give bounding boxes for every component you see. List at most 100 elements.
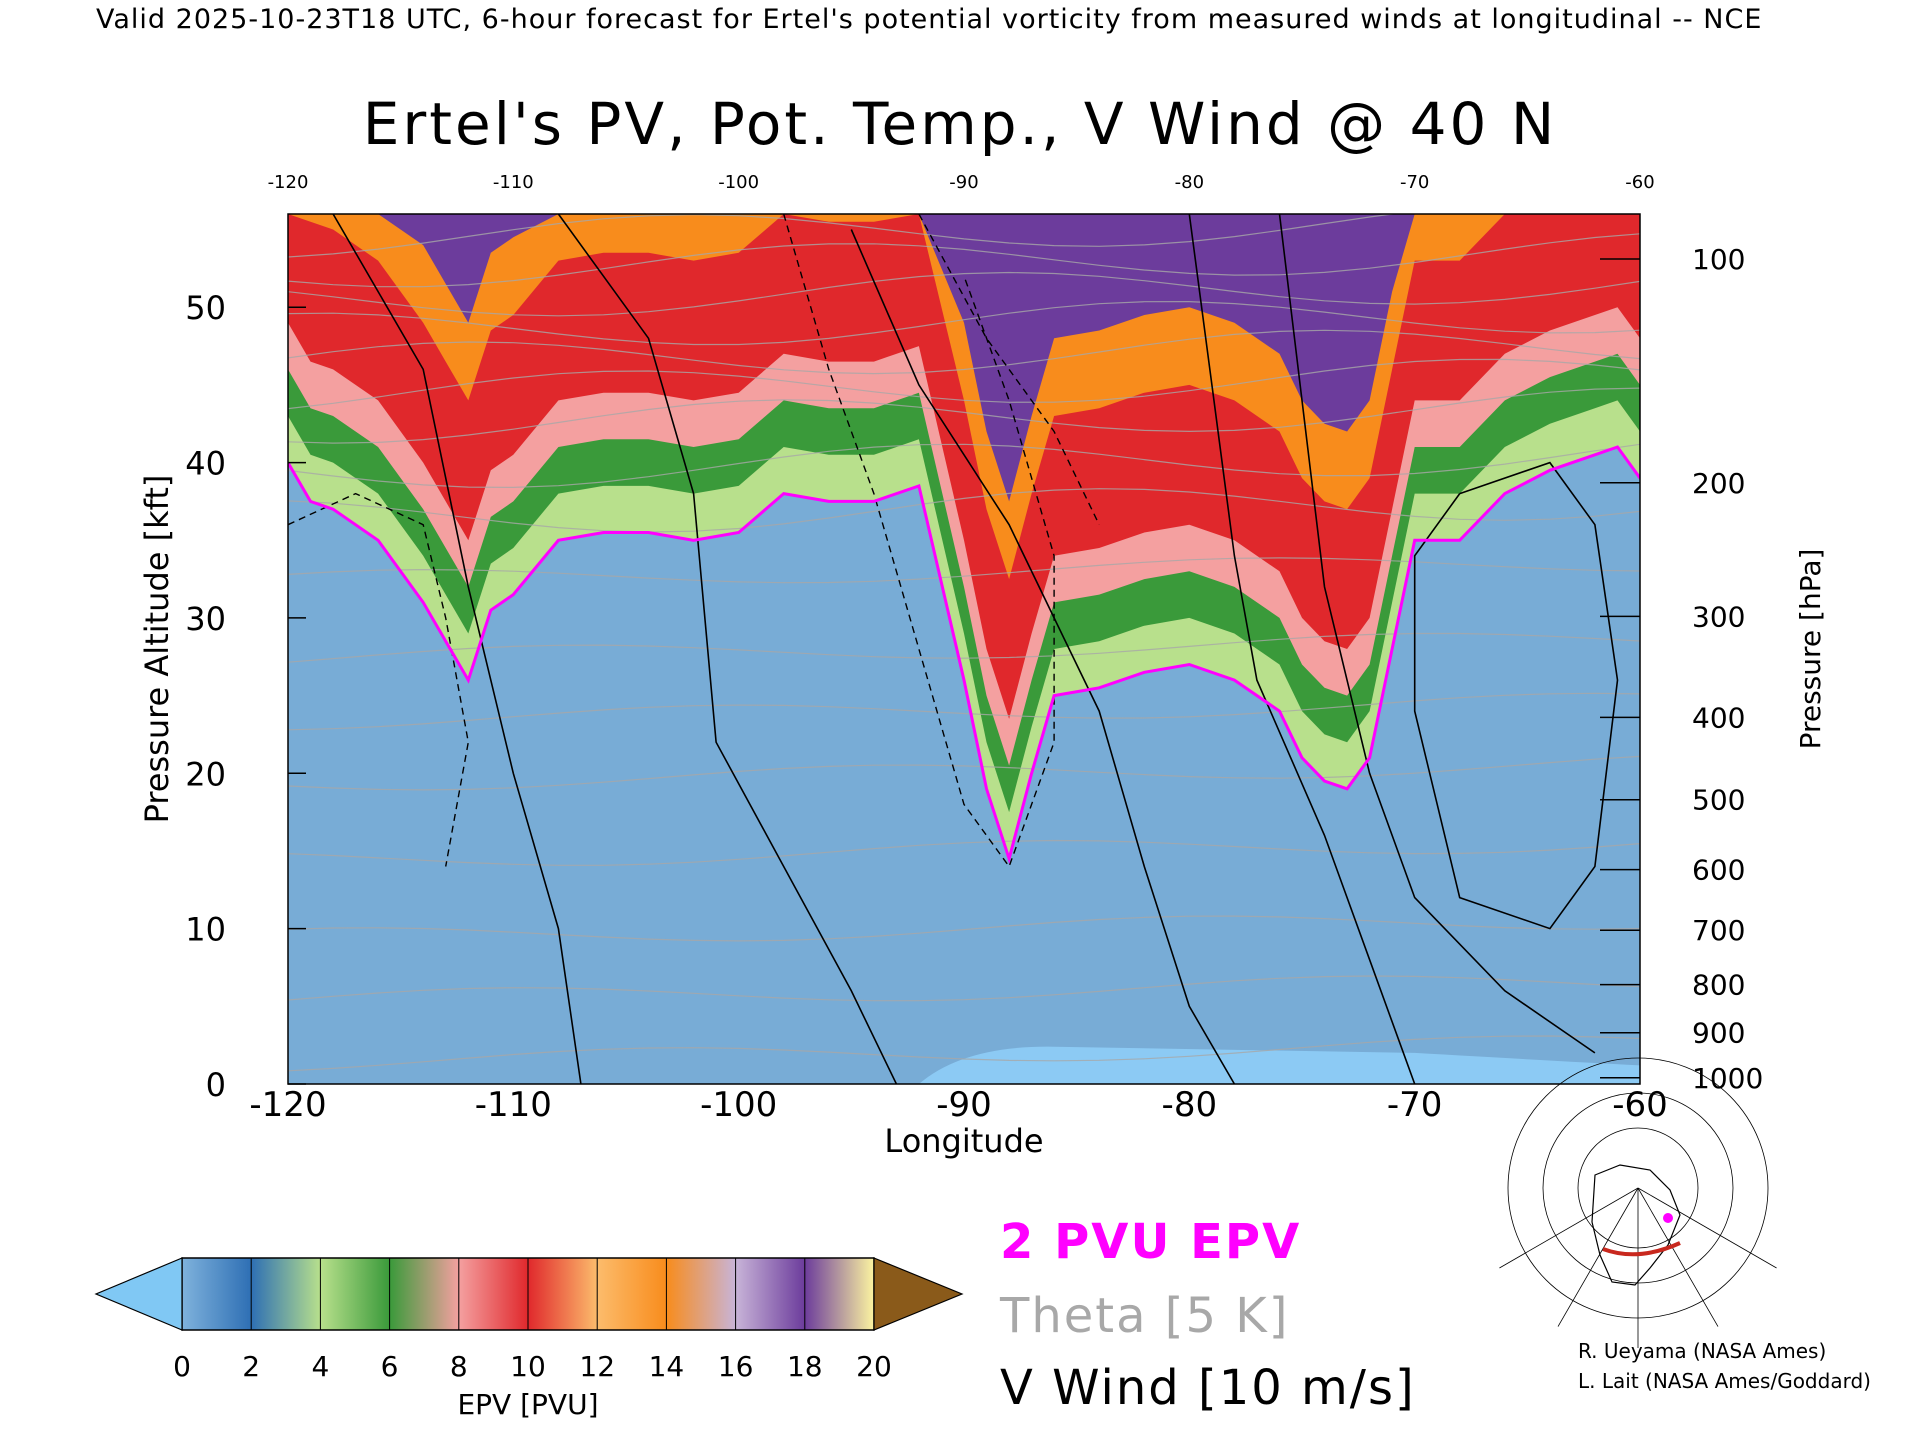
pressure-tick-label: 1000	[1692, 1062, 1763, 1095]
tropopause-2pvu-line	[288, 445, 1640, 865]
pv-band-9	[288, 214, 1640, 719]
x-tick-label: -120	[249, 1085, 326, 1125]
vwind-contour	[332, 214, 582, 1084]
y-tick-label: 30	[185, 600, 226, 638]
top-x-tick-label: -90	[949, 172, 978, 193]
theta-contour	[288, 692, 1640, 731]
vwind-contour-negative	[783, 214, 1055, 868]
theta-contour	[288, 233, 1640, 288]
y-axis-label-right: Pressure [hPa]	[1794, 549, 1827, 750]
x-tick-label: -70	[1387, 1085, 1443, 1125]
x-tick-label: -110	[475, 1085, 552, 1125]
colorbar-tick-label: 20	[856, 1350, 892, 1383]
y-axis-label-left: Pressure Altitude [kft]	[138, 475, 176, 824]
theta-contour	[288, 214, 1398, 258]
top-x-tick-label: -70	[1400, 172, 1429, 193]
pressure-tick-label: 200	[1692, 467, 1745, 500]
x-axis-label: Longitude	[884, 1122, 1043, 1160]
y-tick-label: 0	[206, 1066, 226, 1104]
pressure-tick-label: 400	[1692, 701, 1745, 734]
vwind-contour-negative	[288, 492, 470, 867]
vwind-contour	[1188, 214, 1416, 1084]
legend-pv-line: 2 PVU EPV	[1000, 1214, 1302, 1270]
y-tick-label: 10	[185, 911, 226, 949]
legend-vwind: V Wind [10 m/s]	[1000, 1360, 1416, 1416]
credits: R. Ueyama (NASA Ames) L. Lait (NASA Ames…	[1578, 1336, 1871, 1396]
forecast-header: Valid 2025-10-23T18 UTC, 6-hour forecast…	[96, 4, 1763, 35]
top-x-tick-label: -110	[493, 172, 534, 193]
colorbar-tick-label: 6	[381, 1350, 399, 1383]
vwind-contour	[1413, 461, 1619, 930]
pv-band-3	[288, 214, 1640, 859]
pressure-tick-label: 300	[1692, 600, 1745, 633]
colorbar-tick-label: 4	[311, 1350, 329, 1383]
colorbar-tick-label: 0	[173, 1350, 191, 1383]
theta-contour	[288, 488, 1640, 533]
x-tick-label: -90	[936, 1085, 992, 1125]
theta-contour	[288, 271, 1640, 317]
colorbar-tick-label: 16	[718, 1350, 754, 1383]
pressure-tick-label: 700	[1692, 914, 1745, 947]
theta-contour	[288, 358, 1640, 410]
credit-line-1: R. Ueyama (NASA Ames)	[1578, 1339, 1827, 1363]
vwind-contour	[850, 229, 1236, 1084]
theta-contour	[288, 915, 1640, 942]
map-background	[1540, 1150, 1736, 1300]
theta-contour	[288, 839, 1640, 866]
colorbar-tick-label: 10	[510, 1350, 546, 1383]
colorbar-body	[181, 1257, 875, 1331]
x-tick-label: -80	[1162, 1085, 1218, 1125]
theta-contour	[288, 975, 1640, 1002]
pv-band-5	[288, 214, 1640, 813]
map-latitude-circle	[1577, 1127, 1699, 1249]
vwind-contour	[1278, 214, 1596, 1054]
map-location-marker	[1663, 1213, 1673, 1223]
pressure-tick-label: 500	[1692, 784, 1745, 817]
colorbar-tick-label: 8	[450, 1350, 468, 1383]
map-latitude-circle	[1542, 1092, 1734, 1284]
x-tick-label: -100	[700, 1085, 777, 1125]
pressure-tick-label: 800	[1692, 969, 1745, 1002]
y-tick-label: 20	[185, 755, 226, 793]
colorbar-tick-label: 14	[649, 1350, 685, 1383]
top-x-tick-label: -100	[718, 172, 759, 193]
map-meridian	[1557, 1187, 1639, 1327]
vwind-contour-negative	[918, 214, 1100, 526]
colorbar-over-arrow	[873, 1257, 964, 1331]
credit-line-2: L. Lait (NASA Ames/Goddard)	[1578, 1369, 1871, 1393]
top-x-tick-label: -80	[1175, 172, 1204, 193]
locator-map	[1499, 1057, 1777, 1348]
pv-band-16	[288, 214, 1640, 502]
map-meridian	[1499, 1187, 1639, 1269]
map-continent-outline	[1591, 1164, 1681, 1286]
theta-contour	[288, 329, 1640, 375]
y-tick-label: 40	[185, 445, 226, 483]
colorbar-tick-label: 2	[242, 1350, 260, 1383]
theta-contour	[288, 300, 1640, 346]
pressure-tick-label: 100	[1692, 243, 1745, 276]
theta-contour	[288, 755, 1640, 791]
theta-contour	[288, 387, 1640, 444]
map-cross-section-line	[1602, 1241, 1681, 1257]
map-latitude-circle	[1507, 1057, 1769, 1319]
plot-frame	[287, 213, 1641, 1085]
theta-contour	[288, 557, 1640, 584]
troposphere-field	[288, 214, 1640, 1084]
chart-title: Ertel's PV, Pot. Temp., V Wind @ 40 N	[362, 90, 1558, 158]
colorbar-label: EPV [PVU]	[457, 1388, 598, 1421]
top-x-tick-label: -120	[268, 172, 309, 193]
top-x-tick-label: -60	[1625, 172, 1654, 193]
colorbar-tick-label: 18	[787, 1350, 823, 1383]
legend-theta: Theta [5 K]	[1000, 1288, 1290, 1344]
x-tick-label: -60	[1612, 1085, 1668, 1125]
surface-low-pv	[918, 1046, 1640, 1084]
y-tick-label: 50	[185, 289, 226, 327]
theta-contour	[288, 632, 1640, 663]
vwind-contour	[557, 214, 898, 1084]
map-meridian	[1637, 1187, 1777, 1269]
pv-band-12	[288, 214, 1640, 580]
theta-contour	[288, 443, 1640, 489]
colorbar-tick-label: 12	[579, 1350, 615, 1383]
pv-band-7	[288, 214, 1640, 766]
